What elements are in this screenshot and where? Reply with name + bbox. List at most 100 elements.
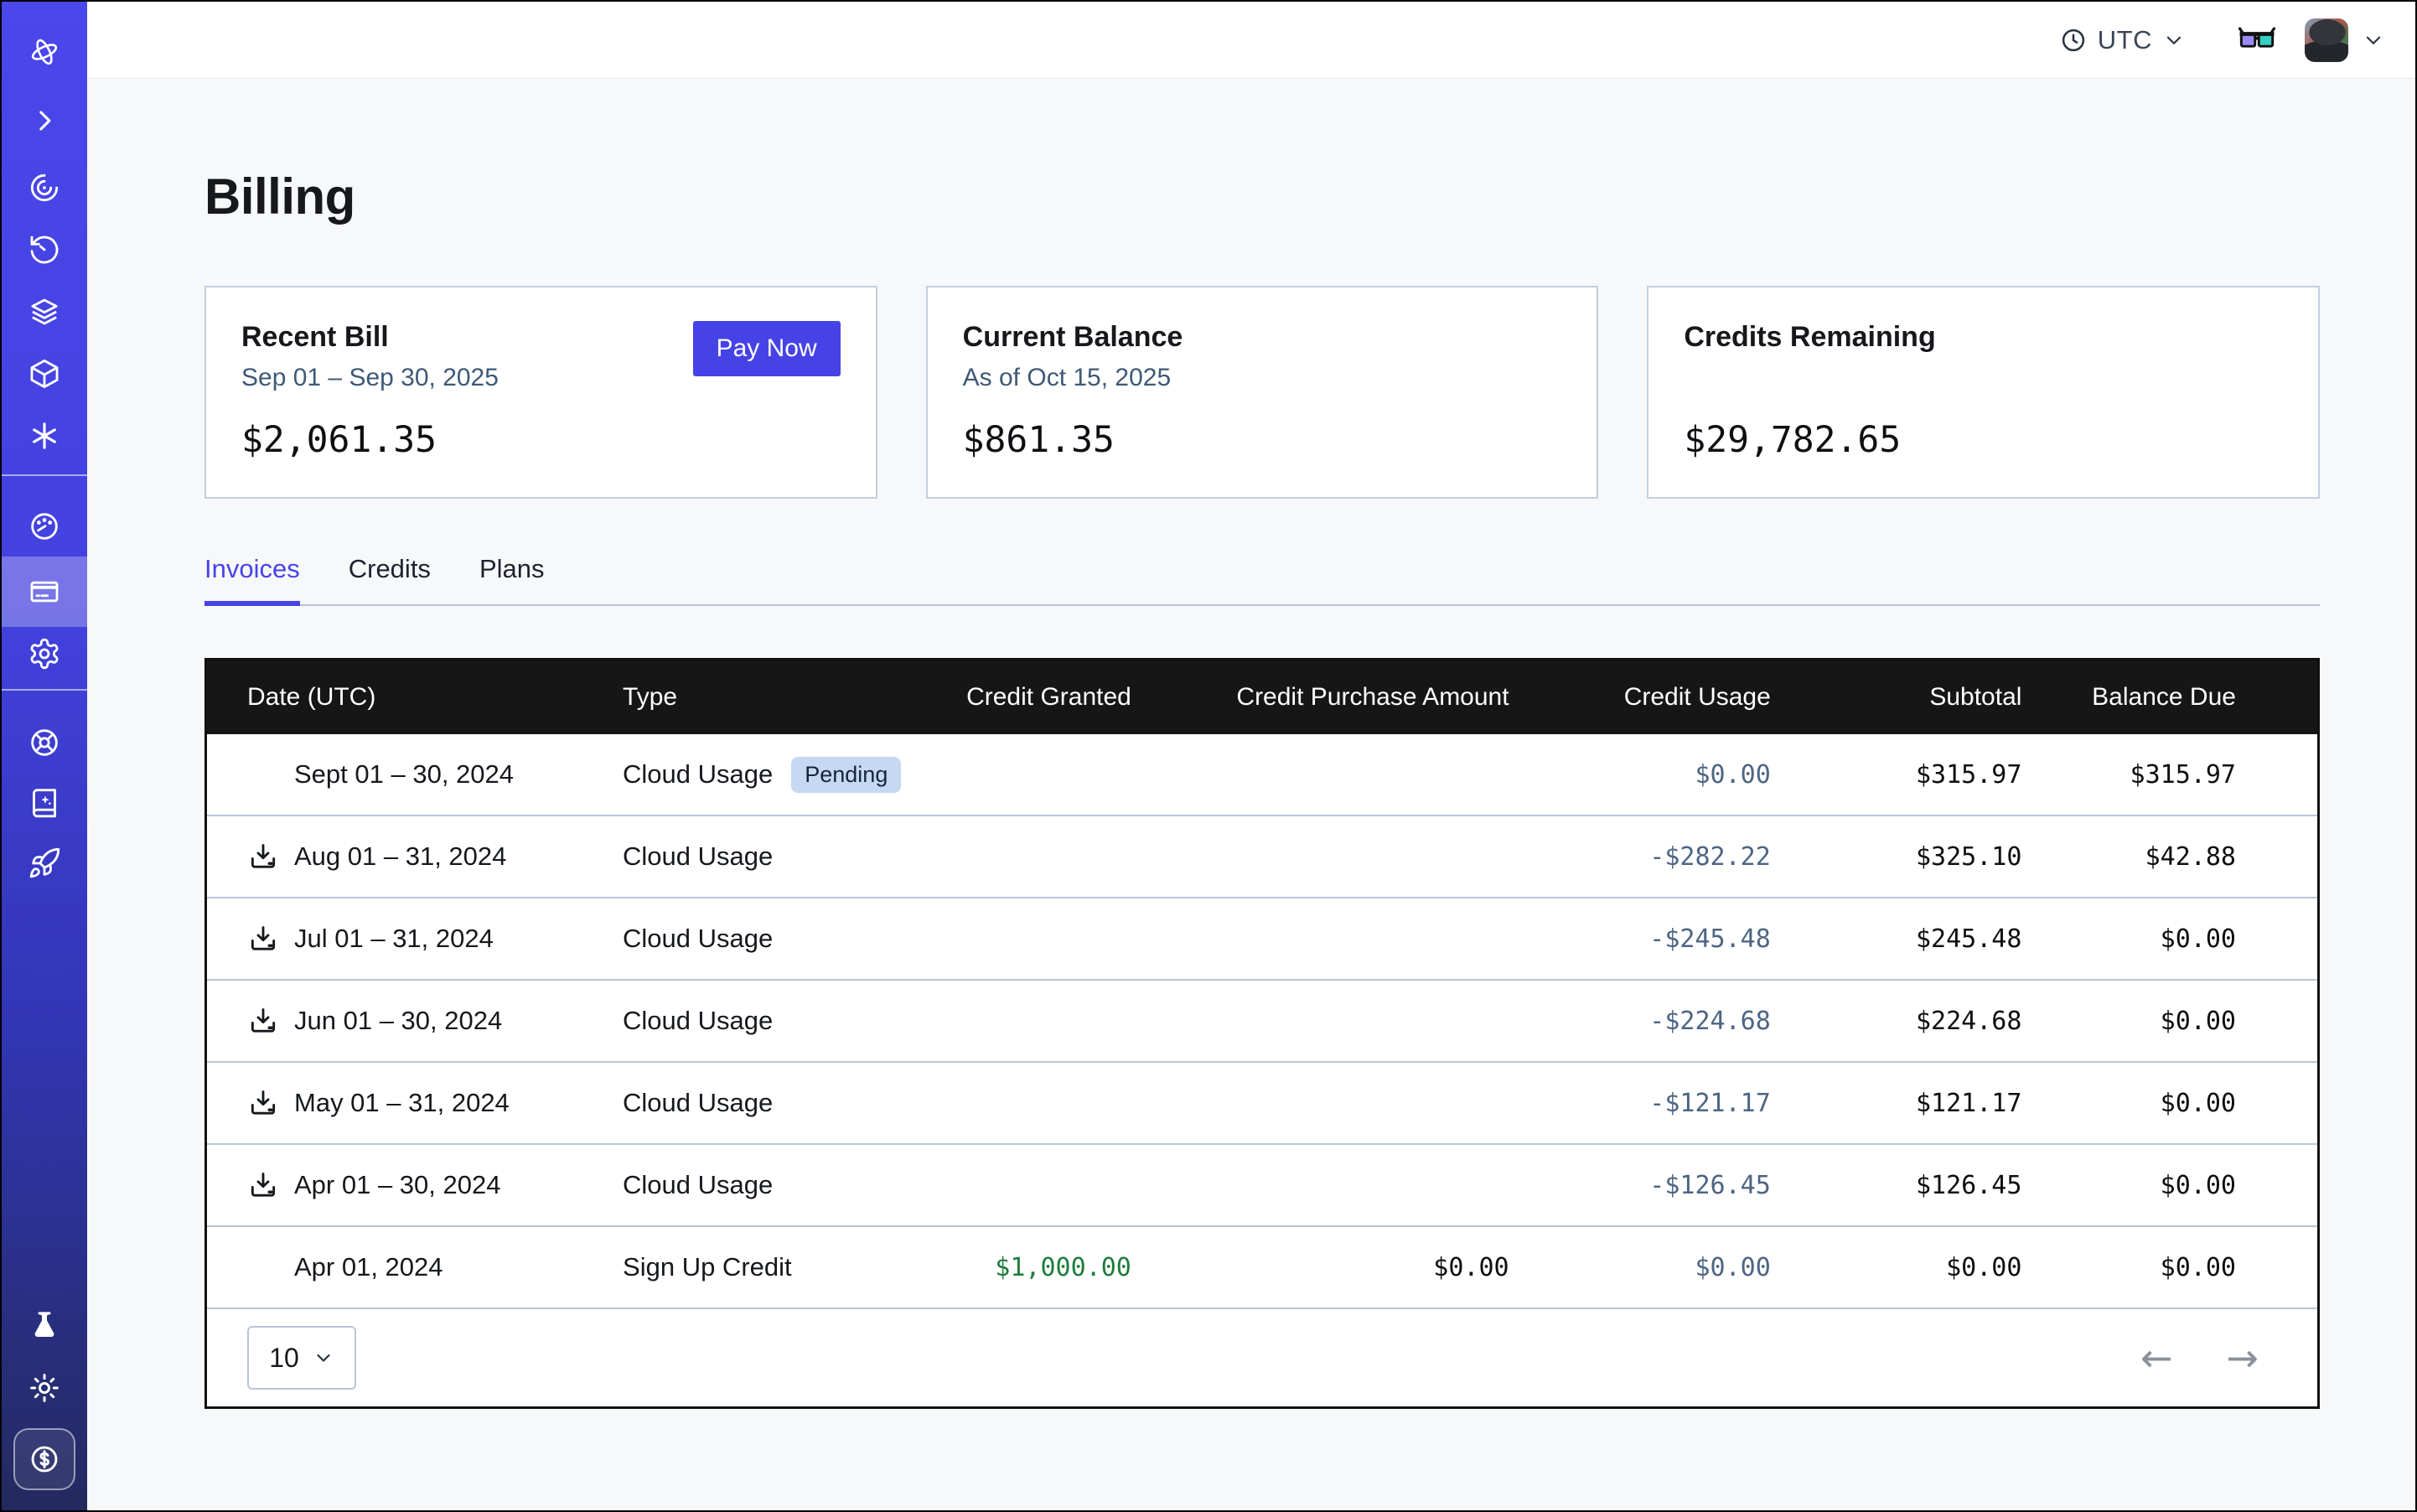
subtotal-value-cell: $126.45 bbox=[1916, 1171, 2021, 1200]
dollar-badge-button[interactable] bbox=[13, 1428, 75, 1490]
credit-usage-value-cell: -$224.68 bbox=[1649, 1007, 1771, 1036]
col-header-type: Type bbox=[623, 683, 973, 712]
clock-icon bbox=[2059, 26, 2088, 54]
credit-usage-value: -$282.22 bbox=[1649, 842, 1771, 872]
date-cell: May 01 – 31, 2024 bbox=[207, 1087, 623, 1119]
credit-purchase-amount-value: $0.00 bbox=[1433, 1253, 1509, 1282]
balance-due-value-cell: $0.00 bbox=[2161, 1007, 2317, 1036]
credit-usage-value-cell: $0.00 bbox=[1695, 760, 1770, 790]
credit-granted-value-cell: $1,000.00 bbox=[995, 1253, 1131, 1282]
download-invoice-icon[interactable] bbox=[247, 1005, 279, 1037]
credits-remaining-amount: $29,782.65 bbox=[1684, 419, 2283, 461]
credit-usage-value: -$245.48 bbox=[1649, 924, 1771, 954]
date-cell: Aug 01 – 31, 2024 bbox=[207, 841, 623, 873]
card-title: Current Balance bbox=[963, 321, 1562, 354]
download-invoice-icon[interactable] bbox=[247, 841, 279, 873]
col-header-credit-granted: Credit Granted bbox=[966, 683, 1131, 712]
subtotal-value: $325.10 bbox=[1916, 842, 2021, 872]
col-header-subtotal: Subtotal bbox=[1929, 683, 2021, 712]
book-sparkle-icon[interactable] bbox=[2, 786, 87, 820]
rocket-icon[interactable] bbox=[2, 847, 87, 880]
invoice-date: Jun 01 – 30, 2024 bbox=[294, 1006, 502, 1036]
collapse-chevron-right-icon[interactable] bbox=[2, 104, 87, 137]
status-badge: Pending bbox=[791, 757, 901, 793]
credit-usage-value: -$126.45 bbox=[1649, 1171, 1771, 1200]
tab-plans[interactable]: Plans bbox=[479, 554, 545, 606]
app-window: UTC Billi bbox=[0, 0, 2417, 1512]
timezone-label: UTC bbox=[2098, 25, 2152, 55]
type-cell: Cloud Usage Pending bbox=[623, 757, 973, 793]
gear-icon[interactable] bbox=[2, 637, 87, 671]
balance-due-value-cell: $0.00 bbox=[2161, 1171, 2317, 1200]
page-size-select[interactable]: 10 bbox=[247, 1326, 356, 1390]
account-chevron-down-icon[interactable] bbox=[2362, 28, 2385, 52]
type-cell: Cloud Usage bbox=[623, 1170, 973, 1200]
page-size-value: 10 bbox=[269, 1343, 299, 1374]
avatar[interactable] bbox=[2305, 18, 2348, 62]
recent-bill-amount: $2,061.35 bbox=[241, 419, 841, 461]
sidebar-item-billing[interactable] bbox=[2, 557, 87, 627]
credit-usage-value-cell: -$282.22 bbox=[1649, 842, 1771, 872]
credit-usage-value-cell: -$126.45 bbox=[1649, 1171, 1771, 1200]
table-row: Jun 01 – 30, 2024Cloud Usage-$224.68$224… bbox=[207, 981, 2317, 1063]
download-invoice-icon[interactable] bbox=[247, 923, 279, 955]
wheel-icon[interactable] bbox=[2, 726, 87, 759]
subtotal-value: $0.00 bbox=[1946, 1253, 2021, 1282]
invoice-date: Jul 01 – 31, 2024 bbox=[294, 924, 494, 954]
type-cell: Sign Up Credit bbox=[623, 1252, 973, 1282]
invoice-date: May 01 – 31, 2024 bbox=[294, 1088, 510, 1118]
date-cell: Jun 01 – 30, 2024 bbox=[207, 1005, 623, 1037]
invoice-type: Cloud Usage bbox=[623, 1170, 773, 1200]
layers-icon[interactable] bbox=[2, 295, 87, 329]
current-balance-card: Current Balance As of Oct 15, 2025 $861.… bbox=[926, 286, 1599, 499]
next-page-arrow[interactable]: → bbox=[2226, 1339, 2259, 1377]
spiral-icon[interactable] bbox=[2, 171, 87, 205]
pay-now-button[interactable]: Pay Now bbox=[693, 321, 841, 376]
asterisk-icon[interactable] bbox=[2, 419, 87, 453]
balance-due-value: $0.00 bbox=[2161, 924, 2236, 954]
type-cell: Cloud Usage bbox=[623, 841, 973, 872]
invoice-date: Sept 01 – 30, 2024 bbox=[294, 759, 514, 790]
balance-due-value-cell: $0.00 bbox=[2161, 1089, 2317, 1118]
credits-remaining-card: Credits Remaining $29,782.65 bbox=[1647, 286, 2320, 499]
gauge-icon[interactable] bbox=[2, 510, 87, 543]
prev-page-arrow[interactable]: ← bbox=[2140, 1339, 2173, 1377]
cube-icon[interactable] bbox=[2, 357, 87, 391]
3d-glasses-button[interactable] bbox=[2238, 25, 2276, 55]
credit-purchase-amount-value-cell: $0.00 bbox=[1433, 1253, 1509, 1282]
sun-icon[interactable] bbox=[2, 1371, 87, 1405]
credit-usage-value-cell: -$121.17 bbox=[1649, 1089, 1771, 1118]
tab-credits[interactable]: Credits bbox=[349, 554, 431, 606]
topbar: UTC bbox=[87, 2, 2415, 79]
balance-due-value-cell: $315.97 bbox=[2130, 760, 2317, 790]
table-row: Apr 01, 2024Sign Up Credit $1,000.00 $0.00… bbox=[207, 1227, 2317, 1309]
balance-due-value-cell: $0.00 bbox=[2161, 1253, 2317, 1282]
date-cell: Sept 01 – 30, 2024 bbox=[207, 759, 623, 790]
download-icon-spacer bbox=[247, 1251, 279, 1283]
app-logo-icon[interactable] bbox=[2, 35, 87, 69]
invoice-date: Apr 01 – 30, 2024 bbox=[294, 1170, 500, 1200]
date-cell: Apr 01 – 30, 2024 bbox=[207, 1169, 623, 1201]
invoice-type: Cloud Usage bbox=[623, 759, 773, 790]
type-cell: Cloud Usage bbox=[623, 924, 973, 954]
date-cell: Apr 01, 2024 bbox=[207, 1251, 623, 1283]
recent-bill-card: Recent Bill Sep 01 – Sep 30, 2025 $2,061… bbox=[204, 286, 877, 499]
invoice-date: Aug 01 – 31, 2024 bbox=[294, 841, 506, 872]
history-icon[interactable] bbox=[2, 233, 87, 267]
col-header-balance-due: Balance Due bbox=[2092, 683, 2317, 712]
page-title: Billing bbox=[204, 168, 2320, 225]
invoice-type: Cloud Usage bbox=[623, 1006, 773, 1036]
credit-usage-value-cell: $0.00 bbox=[1695, 1253, 1770, 1282]
credit-usage-value: -$121.17 bbox=[1649, 1089, 1771, 1118]
balance-due-value: $0.00 bbox=[2161, 1171, 2236, 1200]
download-invoice-icon[interactable] bbox=[247, 1087, 279, 1119]
table-row: Aug 01 – 31, 2024 Cloud Usage -$282.22 $325… bbox=[207, 816, 2317, 898]
download-invoice-icon[interactable] bbox=[247, 1169, 279, 1201]
tab-invoices[interactable]: Invoices bbox=[204, 554, 300, 606]
card-title: Credits Remaining bbox=[1684, 321, 2283, 354]
table-body: Sept 01 – 30, 2024 Cloud Usage Pending $0.0… bbox=[207, 734, 2317, 1309]
subtotal-value: $121.17 bbox=[1916, 1089, 2021, 1118]
invoice-type: Cloud Usage bbox=[623, 1088, 773, 1118]
timezone-selector[interactable]: UTC bbox=[2059, 25, 2186, 55]
flask-icon[interactable] bbox=[2, 1309, 87, 1343]
